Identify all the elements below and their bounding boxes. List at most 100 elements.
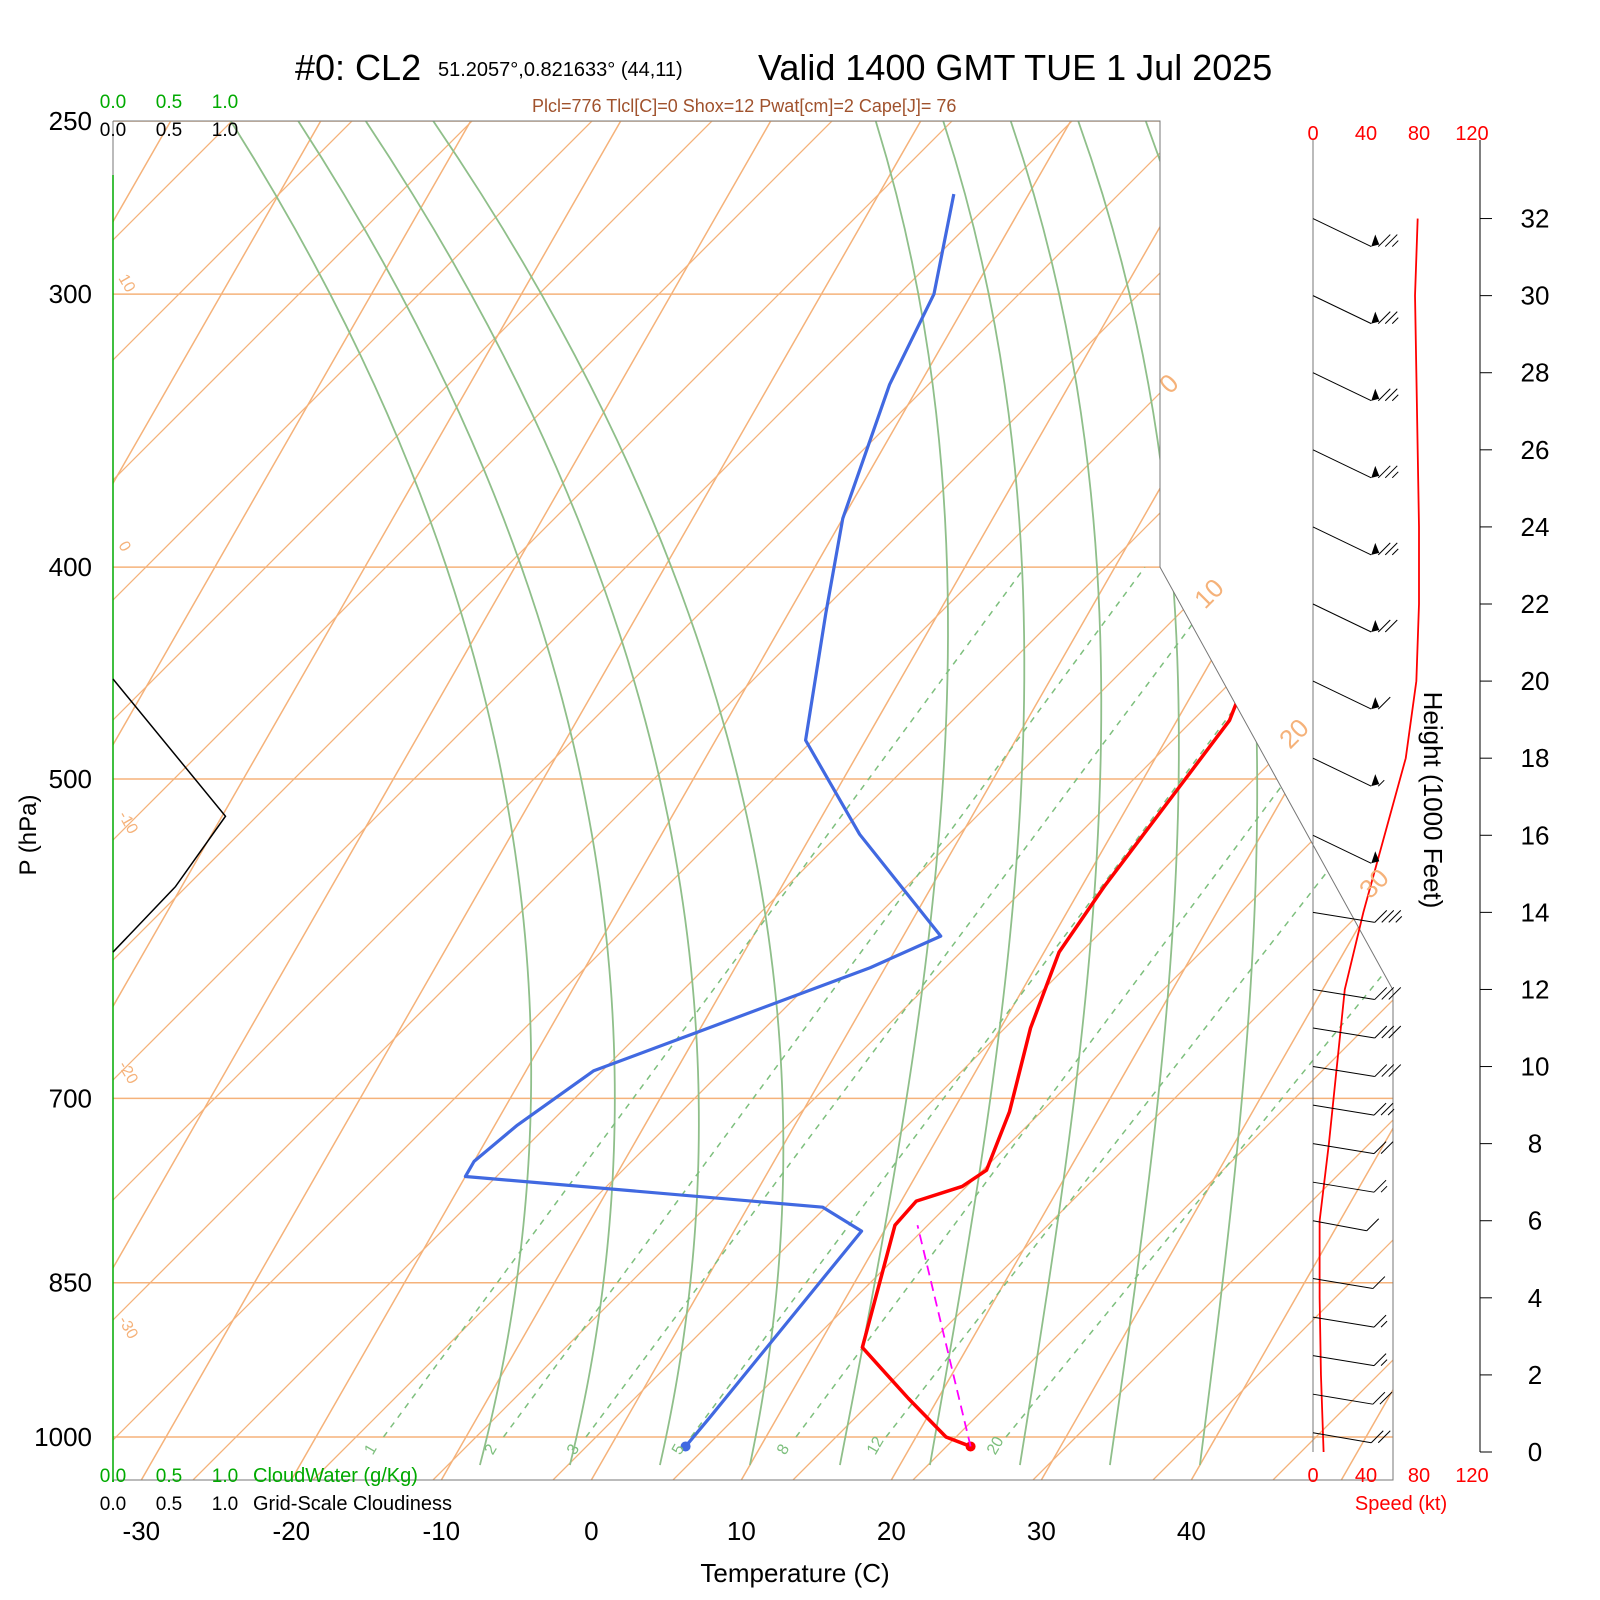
isotherm-line bbox=[440, 121, 1222, 1480]
wind-barb-feather bbox=[1381, 1064, 1395, 1077]
isotherm-label-right: 10 bbox=[1188, 573, 1230, 615]
parcel-line bbox=[916, 1224, 972, 1447]
isotherm-label: -10 bbox=[115, 809, 141, 838]
x-tick-label: 40 bbox=[1177, 1516, 1206, 1546]
mixing-ratio-line bbox=[885, 566, 1393, 1438]
dry-adiabat-line bbox=[113, 121, 754, 1480]
wind-barb-feather bbox=[1373, 1141, 1387, 1154]
wind-barb-feather bbox=[1381, 987, 1395, 1000]
x-tick-label: -20 bbox=[273, 1516, 311, 1546]
wind-barb-feather bbox=[1373, 1353, 1387, 1366]
dry-adiabat-line bbox=[113, 121, 514, 1480]
cloud-axis-tick: 0.5 bbox=[156, 120, 182, 141]
cloud-axis-tick: 0.0 bbox=[100, 92, 126, 113]
x-tick-label: -10 bbox=[423, 1516, 461, 1546]
wind-barb bbox=[1312, 372, 1372, 402]
moist-adiabat-line bbox=[1077, 121, 1180, 1466]
wind-barb-feather bbox=[1377, 542, 1391, 556]
mixing-ratio-label: 20 bbox=[984, 1434, 1008, 1458]
isotherm-line bbox=[740, 121, 1393, 1480]
wind-barb-feather bbox=[1377, 465, 1391, 479]
wind-barb bbox=[1312, 911, 1375, 923]
wind-barb bbox=[1312, 1393, 1373, 1405]
wind-barb bbox=[1312, 834, 1372, 864]
wind-barb-pennant bbox=[1371, 774, 1380, 787]
x-tick-label: 30 bbox=[1027, 1516, 1056, 1546]
wind-barb bbox=[1312, 1220, 1367, 1232]
wind-speed-tick-label: 0 bbox=[1307, 1465, 1318, 1487]
dewpoint-line bbox=[463, 193, 956, 1448]
cloudiness-label: Grid-Scale Cloudiness bbox=[253, 1493, 452, 1515]
wind-barb-feather bbox=[1380, 1141, 1394, 1154]
wind-barb bbox=[1312, 1181, 1375, 1193]
isotherm-label: 0 bbox=[115, 539, 134, 555]
y-tick-label: 700 bbox=[49, 1083, 92, 1113]
wind-barb-feather bbox=[1384, 619, 1398, 633]
dry-adiabat-line bbox=[113, 121, 1234, 1480]
dry-adiabat-line bbox=[552, 121, 1393, 1480]
dry-adiabat-line bbox=[113, 121, 874, 1480]
isotherm-line bbox=[1340, 121, 1393, 1480]
wind-barb-feather bbox=[1381, 1025, 1395, 1039]
dry-adiabat-line bbox=[1152, 121, 1393, 1480]
moist-adiabat-line bbox=[1009, 121, 1103, 1466]
wind-barb-feather bbox=[1374, 1025, 1388, 1039]
wind-barb bbox=[1312, 1278, 1373, 1290]
chart-title-prefix: #0: CL2 bbox=[295, 47, 421, 88]
cloud-axis-tick: 1.0 bbox=[212, 1466, 238, 1487]
wind-barb-feather bbox=[1377, 696, 1391, 710]
wind-barb bbox=[1312, 1104, 1375, 1116]
wind-speed-line bbox=[1318, 218, 1420, 1453]
dry-adiabat-line bbox=[113, 121, 394, 1480]
wind-speed-tick-label: 120 bbox=[1455, 1465, 1488, 1487]
wind-speed-axis-title: Speed (kt) bbox=[1355, 1493, 1447, 1515]
isotherm-line bbox=[113, 121, 322, 1480]
dry-adiabat-line bbox=[113, 121, 634, 1480]
wind-barb-feather bbox=[1370, 1430, 1384, 1444]
height-tick-label: 32 bbox=[1521, 204, 1550, 234]
mixing-ratio-label: 3 bbox=[564, 1442, 583, 1458]
wind-barb-feather bbox=[1377, 1430, 1391, 1444]
isotherm-line bbox=[1040, 121, 1393, 1480]
wind-speed-tick-label: 40 bbox=[1355, 1465, 1377, 1487]
cloud-axis-tick: 0.5 bbox=[156, 1466, 182, 1487]
isotherm-line bbox=[1491, 121, 1600, 1480]
x-tick-label: 10 bbox=[727, 1516, 756, 1546]
mixing-ratio-line bbox=[502, 566, 1146, 1438]
dry-adiabat-line bbox=[113, 121, 1354, 1480]
x-axis-title: Temperature (C) bbox=[700, 1558, 889, 1588]
dry-adiabat-line bbox=[312, 121, 1393, 1480]
wind-barb-pennant bbox=[1371, 542, 1380, 555]
dewpoint-surface-point bbox=[680, 1441, 691, 1452]
axis-labels: 1 2 3 5 8 12 20-30 -20 -10 0 10 20 30 402503004005007… bbox=[34, 92, 1395, 1546]
cloud-axis-tick: 0.5 bbox=[156, 92, 182, 113]
wind-barb-feather bbox=[1381, 910, 1395, 923]
isotherm-label: 10 bbox=[115, 272, 139, 296]
wind-barb-feather bbox=[1377, 619, 1391, 633]
wind-barb-half-feather bbox=[1391, 471, 1399, 479]
wind-barb bbox=[1312, 1027, 1375, 1039]
wind-barb-feather bbox=[1372, 1276, 1386, 1289]
height-tick-label: 4 bbox=[1528, 1283, 1542, 1313]
height-tick-label: 24 bbox=[1521, 512, 1550, 542]
height-tick-label: 10 bbox=[1521, 1052, 1550, 1082]
wind-barb bbox=[1312, 988, 1375, 1000]
wind-barb bbox=[1312, 603, 1372, 633]
wind-barb bbox=[1312, 449, 1372, 479]
mixing-ratio-line bbox=[585, 566, 1236, 1438]
wind-barb-feather bbox=[1384, 388, 1398, 402]
wind-barb bbox=[1312, 1355, 1375, 1367]
isotherm-label: -20 bbox=[115, 1059, 141, 1088]
wind-barb-feather bbox=[1372, 1391, 1386, 1405]
height-tick-label: 26 bbox=[1521, 435, 1550, 465]
wind-speed-tick-label: 40 bbox=[1355, 123, 1377, 145]
wind-barb bbox=[1312, 757, 1372, 787]
wind-barb-feather bbox=[1374, 1064, 1388, 1077]
wind-barb-feather bbox=[1374, 910, 1388, 923]
height-tick-label: 18 bbox=[1521, 743, 1550, 773]
cloud-water-label: CloudWater (g/Kg) bbox=[253, 1465, 418, 1487]
cloud-axis-tick: 0.0 bbox=[100, 1466, 126, 1487]
wind-barb bbox=[1312, 680, 1372, 710]
moist-adiabat-line bbox=[364, 121, 700, 1466]
